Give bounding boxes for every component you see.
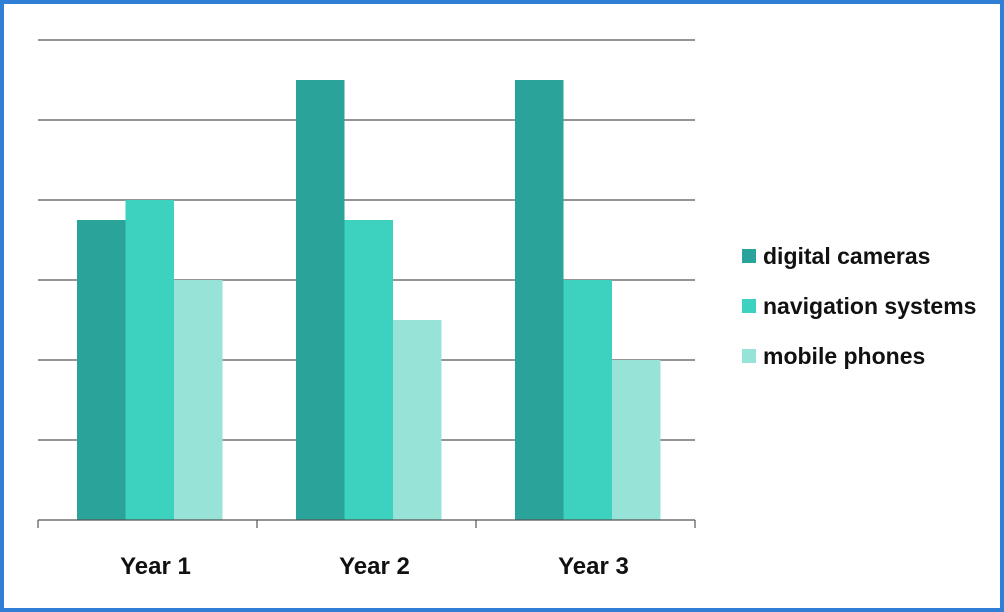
legend-label: digital cameras xyxy=(763,243,930,269)
bars xyxy=(77,80,661,520)
legend: digital cameras navigation systems mobile … xyxy=(742,243,976,369)
bar-navigation-systems-year-2 xyxy=(344,220,393,520)
bar-mobile-phones-year-2 xyxy=(393,320,442,520)
legend-swatch xyxy=(742,249,756,263)
bar-digital-cameras-year-1 xyxy=(77,220,126,520)
x-tick-label: Year 2 xyxy=(339,553,410,580)
bar-navigation-systems-year-1 xyxy=(125,200,174,520)
bar-mobile-phones-year-3 xyxy=(612,360,661,520)
bar-navigation-systems-year-3 xyxy=(563,280,612,520)
legend-label: navigation systems xyxy=(763,293,976,319)
legend-label: mobile phones xyxy=(763,343,925,369)
x-tick-label: Year 1 xyxy=(120,553,191,580)
bar-digital-cameras-year-2 xyxy=(296,80,345,520)
legend-swatch xyxy=(742,299,756,313)
x-axis xyxy=(37,519,696,528)
bar-digital-cameras-year-3 xyxy=(515,80,564,520)
bar-chart: Year 1 Year 2 Year 3 digital cameras naviga… xyxy=(37,39,976,580)
bar-mobile-phones-year-1 xyxy=(174,280,223,520)
x-tick-labels: Year 1 Year 2 Year 3 xyxy=(120,553,629,580)
legend-swatch xyxy=(742,349,756,363)
x-tick-label: Year 3 xyxy=(558,553,629,580)
